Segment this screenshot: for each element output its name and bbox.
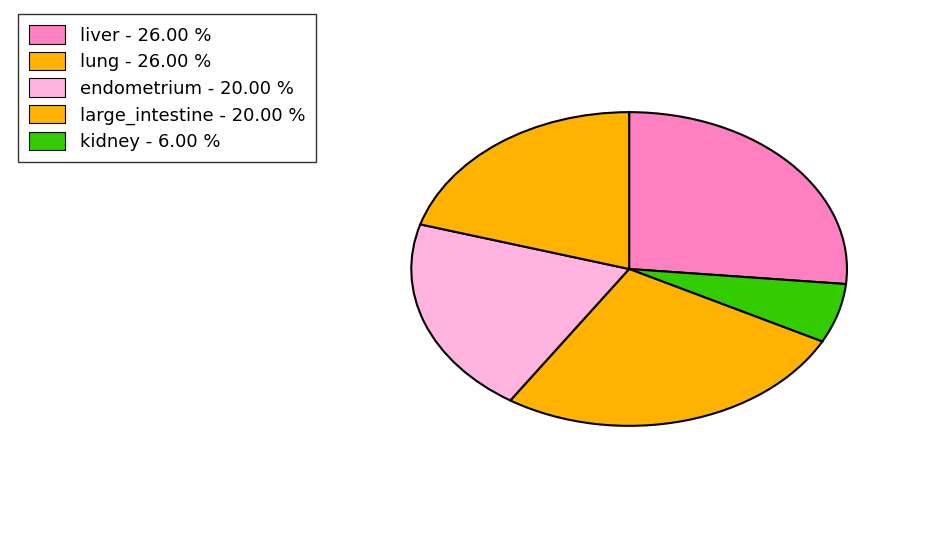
Wedge shape — [421, 112, 629, 269]
Wedge shape — [510, 269, 823, 426]
Legend: liver - 26.00 %, lung - 26.00 %, endometrium - 20.00 %, large_intestine - 20.00 : liver - 26.00 %, lung - 26.00 %, endomet… — [19, 15, 316, 162]
Wedge shape — [629, 269, 846, 342]
Wedge shape — [629, 112, 847, 284]
Wedge shape — [411, 224, 629, 400]
